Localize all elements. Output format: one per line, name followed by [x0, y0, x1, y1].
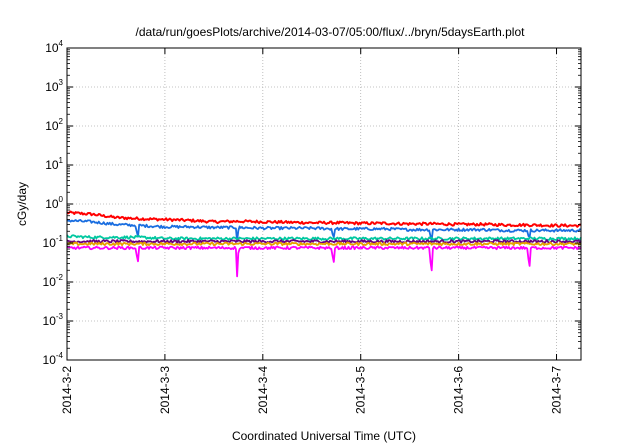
y-tick-exponent: 4 [59, 39, 64, 48]
y-tick-label: 10-2 [43, 273, 64, 289]
y-tick-label: 101 [45, 156, 63, 172]
y-tick-exponent: 1 [59, 156, 64, 165]
x-axis: 2014-3-2 2014-3-3 2014-3-4 2014-3-5 2014-3-6… [60, 48, 564, 414]
series-line [66, 210, 582, 228]
y-tick-base: 10 [43, 314, 57, 328]
y-tick-base: 10 [43, 275, 57, 289]
x-tick-label: 2014-3-3 [158, 366, 172, 414]
y-tick-base: 10 [43, 353, 57, 367]
y-tick-base: 10 [45, 41, 59, 55]
y-tick-exponent: -2 [56, 273, 64, 282]
y-tick-label: 103 [45, 78, 63, 94]
series-group [66, 210, 582, 278]
y-tick-base: 10 [43, 236, 57, 250]
series-line [66, 245, 582, 278]
x-tick-label: 2014-3-2 [60, 366, 74, 414]
x-tick-label: 2014-3-4 [256, 366, 270, 414]
grid [67, 48, 581, 360]
y-tick-base: 10 [45, 119, 59, 133]
x-tick-label: 2014-3-6 [452, 366, 466, 414]
y-tick-label: 100 [45, 195, 63, 211]
y-tick-base: 10 [45, 197, 59, 211]
y-tick-label: 10-4 [43, 351, 64, 367]
series-line [66, 239, 582, 244]
y-tick-label: 102 [45, 117, 63, 133]
x-axis-label: Coordinated Universal Time (UTC) [232, 429, 416, 443]
y-tick-label: 10-3 [43, 312, 64, 328]
series-line [66, 234, 582, 241]
y-tick-exponent: 0 [59, 195, 64, 204]
plot-frame [66, 47, 582, 361]
x-tick-label: 2014-3-5 [354, 366, 368, 414]
y-tick-base: 10 [45, 158, 59, 172]
chart-title: /data/run/goesPlots/archive/2014-03-07/0… [136, 25, 526, 39]
x-tick-label: 2014-3-7 [550, 366, 564, 414]
y-tick-exponent: -4 [56, 351, 64, 360]
y-tick-exponent: 2 [59, 117, 64, 126]
y-axis-label: cGy/day [15, 182, 29, 226]
y-tick-base: 10 [45, 80, 59, 94]
y-tick-exponent: -1 [56, 234, 64, 243]
series-line [66, 241, 582, 247]
y-tick-label: 104 [45, 39, 63, 55]
y-tick-label: 10-1 [43, 234, 64, 250]
y-tick-exponent: 3 [59, 78, 64, 87]
y-tick-exponent: -3 [56, 312, 64, 321]
series-line [66, 218, 582, 243]
